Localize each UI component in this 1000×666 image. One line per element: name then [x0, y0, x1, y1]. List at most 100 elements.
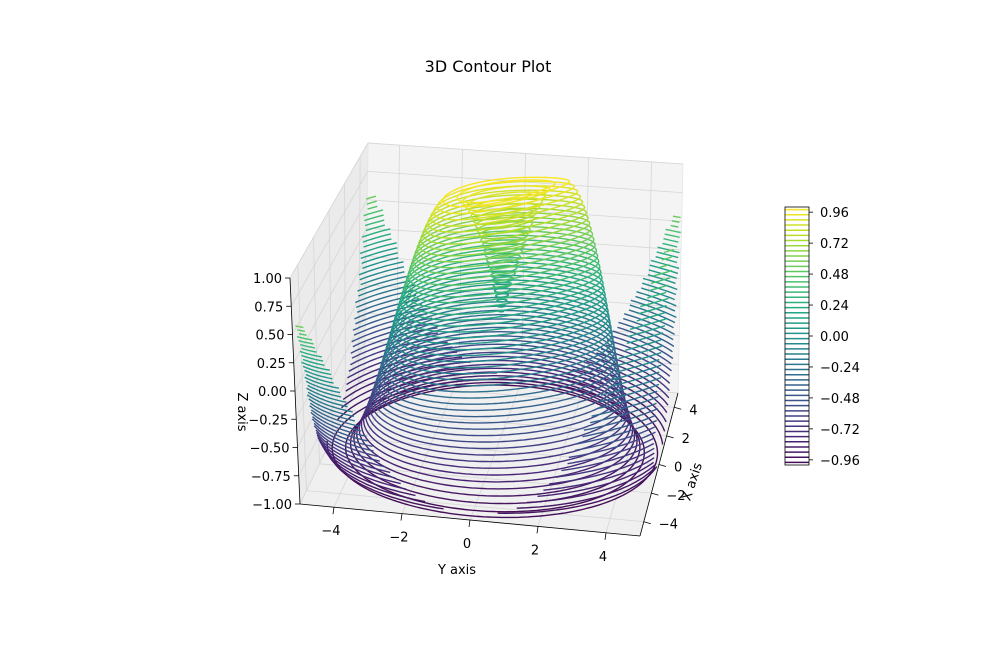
contour-line — [297, 329, 306, 332]
contour-line — [442, 176, 571, 208]
contour-line — [392, 283, 609, 351]
z-tick-label: 0.75 — [254, 300, 283, 315]
grid-line — [367, 142, 684, 165]
contour-line — [360, 271, 405, 286]
grid-line — [292, 199, 368, 335]
colorbar-ticks: 0.96 0.72 0.48 0.24 0.00 −0.24 −0.48 −0.72 −0.96 — [809, 206, 860, 469]
y-axis-label: Y axis — [437, 563, 476, 578]
contour-line — [358, 280, 411, 297]
contour-line — [663, 238, 679, 243]
z-tick-label: −0.75 — [251, 470, 291, 485]
contour-line — [663, 248, 674, 254]
contour-line — [364, 214, 384, 222]
x-tick-label: 4 — [689, 403, 697, 418]
grid-line — [289, 142, 369, 279]
contour-line — [298, 333, 307, 336]
contour-line — [555, 447, 655, 478]
contour-line — [300, 343, 316, 349]
contour-line — [379, 322, 618, 405]
y-tick-mark — [332, 507, 335, 515]
contour-line — [537, 461, 655, 497]
colorbar-lines — [785, 208, 809, 464]
z-tick-label: −0.50 — [250, 442, 290, 457]
contour-line — [306, 394, 353, 413]
contour-line — [650, 277, 671, 285]
contour-line — [662, 242, 678, 248]
contour-line — [638, 304, 667, 315]
contour-line — [492, 281, 513, 289]
contour-line — [301, 361, 331, 371]
contour-line — [358, 261, 404, 276]
contour-line — [356, 375, 636, 490]
contour-line — [315, 431, 386, 468]
colorbar-tick-label: 0.72 — [820, 237, 849, 252]
contour-line — [355, 289, 416, 309]
contour-line — [420, 207, 589, 251]
z-tick-label: 0.25 — [257, 357, 286, 372]
contour-line — [362, 257, 399, 269]
contour-line — [366, 200, 377, 205]
contour-line — [635, 295, 676, 312]
contour-line — [295, 325, 304, 329]
contour-line — [331, 378, 659, 519]
contour-line — [418, 212, 591, 257]
contour-line — [388, 296, 612, 369]
contour-line — [296, 336, 313, 341]
contour-line — [309, 402, 356, 422]
contour-line — [611, 335, 672, 365]
colorbar-background — [785, 207, 809, 465]
contour-line — [622, 317, 674, 341]
x-tick-mark — [651, 492, 659, 496]
contour-line — [582, 414, 657, 438]
z-tick-label: −0.25 — [248, 413, 288, 428]
contour-line — [615, 358, 660, 373]
contour-line — [359, 266, 405, 281]
contour-line — [304, 376, 340, 389]
contour-line — [567, 437, 654, 465]
contour-lines — [295, 176, 681, 519]
contour-line — [491, 276, 514, 284]
x-tick-mark — [674, 406, 682, 410]
contour-line — [363, 238, 392, 248]
contour-line — [407, 239, 599, 292]
contour-line — [353, 378, 638, 497]
contour-line — [298, 339, 314, 345]
contour-line — [616, 351, 662, 367]
contour-line — [497, 466, 658, 514]
contour-line — [427, 194, 584, 233]
contour-line — [659, 263, 670, 268]
contour-line — [656, 251, 679, 259]
contour-line — [404, 248, 601, 304]
chart-title: 3D Contour Plot — [425, 57, 552, 76]
contour-line — [305, 380, 341, 394]
contour-line — [600, 376, 662, 396]
contour-line — [628, 325, 666, 338]
contour-line — [410, 230, 596, 280]
contour-line — [629, 317, 668, 330]
contour-line — [402, 252, 602, 310]
x-axis-label: X axis — [679, 461, 705, 503]
contour-line — [642, 282, 677, 296]
contour-line — [374, 335, 621, 424]
contour-line — [655, 256, 678, 264]
contour-line — [671, 220, 680, 223]
contour-line — [362, 233, 391, 243]
contour-line — [657, 246, 680, 254]
contour-line — [640, 287, 675, 301]
y-tick-mark — [400, 513, 403, 521]
contour-line — [310, 411, 367, 437]
contour-line — [302, 358, 325, 366]
contour-line — [376, 331, 620, 418]
contour-line — [591, 356, 670, 399]
contour-line — [664, 233, 680, 238]
contour-line — [672, 215, 681, 219]
contour-line — [359, 242, 397, 255]
grid-line — [293, 227, 368, 363]
contour-line — [311, 418, 373, 448]
contour-line — [363, 209, 384, 217]
y-tick-label: 0 — [463, 537, 471, 552]
y-tick-label: −4 — [321, 524, 340, 539]
contour-line — [424, 198, 586, 239]
contour-line — [364, 219, 385, 227]
